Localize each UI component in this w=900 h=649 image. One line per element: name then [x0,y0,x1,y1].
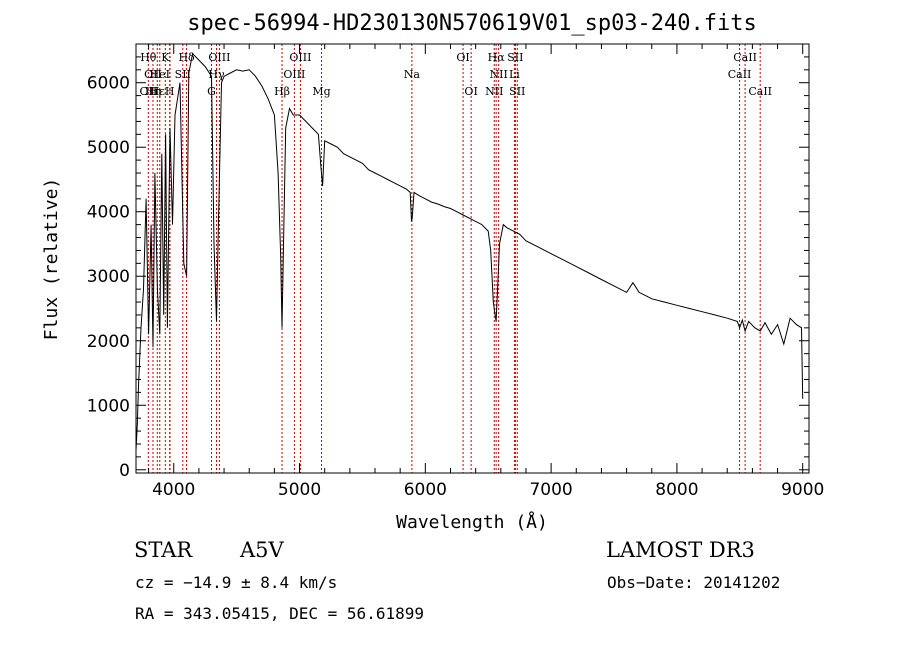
line-label: H [165,85,175,98]
x-axis-ticks: 4000 5000 6000 7000 8000 9000 [148,44,824,500]
line-label: Mg [312,85,330,98]
x-tick-label: 7000 [529,480,572,500]
line-label: OIII [208,51,230,64]
x-tick-label: 8000 [655,480,698,500]
line-label: OI [456,51,469,64]
chart-title: spec-56994-HD230130N570619V01_sp03-240.f… [187,11,757,36]
line-label: CaII [733,51,757,64]
line-label: SII [507,51,523,64]
line-label: OIII [289,51,311,64]
spectrum-line [135,52,804,451]
y-tick-label: 3000 [87,267,130,287]
line-label: SII [175,68,191,81]
observation-date: Obs−Date: 20141202 [607,573,781,592]
line-label: CaII [728,68,752,81]
line-label: Hβ [274,85,290,98]
line-label: OII [144,68,162,81]
y-tick-label: 0 [119,461,130,481]
object-class: STAR [134,538,193,562]
coordinates: RA = 343.05415, DEC = 56.61899 [135,604,424,623]
line-label: K [161,51,170,64]
y-tick-label: 6000 [87,74,130,94]
x-tick-label: 5000 [278,480,321,500]
survey-name: LAMOST DR3 [606,538,755,562]
plot-frame [135,43,810,474]
line-label: Hε [150,85,166,98]
line-label: OIII [283,68,305,81]
y-tick-label: 1000 [87,396,130,416]
line-label: Hα [488,51,506,64]
y-tick-label: 5000 [87,138,130,158]
redshift-velocity: cz = −14.9 ± 8.4 km/s [135,573,338,592]
line-label: Li [509,68,520,81]
x-tick-label: 6000 [404,480,447,500]
y-axis-ticks: 0 1000 2000 3000 4000 5000 6000 [87,56,809,481]
line-label: CaII [748,85,772,98]
x-tick-label: 4000 [152,480,195,500]
y-axis-label: Flux (relative) [41,178,62,341]
line-label: Hθ [140,51,157,64]
line-label: HeI [150,68,170,81]
line-label: Na [404,68,421,81]
line-label: NII [490,68,508,81]
line-label: NII [485,85,503,98]
emission-line-markers [147,44,761,473]
x-axis-label: Wavelength (Å) [396,511,548,533]
y-tick-label: 2000 [87,332,130,352]
line-label: SII [509,85,525,98]
line-label: Hδ [178,51,195,64]
line-label: OI [464,85,477,98]
line-label: Hη [145,85,161,98]
y-tick-label: 4000 [87,203,130,223]
line-label: Hγ [208,68,225,81]
x-tick-label: 9000 [781,480,824,500]
line-label: OII [139,85,157,98]
spectral-subclass: A5V [240,538,284,562]
